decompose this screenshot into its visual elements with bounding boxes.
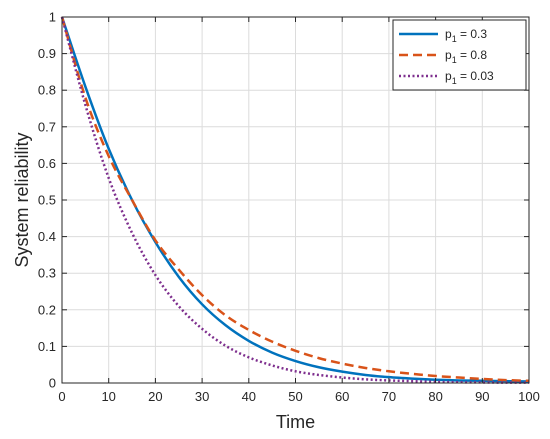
- legend-label-base: p: [445, 27, 452, 41]
- x-tick-label: 100: [518, 389, 540, 404]
- x-tick-label: 40: [242, 389, 256, 404]
- x-tick-label: 0: [58, 389, 65, 404]
- x-tick-label: 30: [195, 389, 209, 404]
- legend-label-2: p1 = 0.8: [445, 48, 487, 65]
- legend-label-subscript: 1: [452, 76, 457, 86]
- legend-label-subscript: 1: [452, 34, 457, 44]
- y-tick-label: 0.2: [38, 302, 56, 317]
- x-tick-labels: 0 10 20 30 40 50 60 70 80 90 100: [58, 389, 539, 404]
- y-tick-label: 0.5: [38, 193, 56, 208]
- legend-label-rest: = 0.3: [457, 27, 488, 41]
- legend-label-1: p1 = 0.3: [445, 27, 487, 44]
- legend-label-rest: = 0.03: [457, 69, 494, 83]
- x-tick-label: 90: [475, 389, 489, 404]
- x-tick-label: 80: [428, 389, 442, 404]
- y-tick-label: 0.9: [38, 46, 56, 61]
- legend: p1 = 0.3p1 = 0.8p1 = 0.03: [392, 19, 527, 91]
- y-tick-label: 0.3: [38, 266, 56, 281]
- x-axis-label: Time: [276, 412, 315, 432]
- x-tick-label: 60: [335, 389, 349, 404]
- x-tick-label: 70: [382, 389, 396, 404]
- legend-label-base: p: [445, 48, 452, 62]
- x-tick-label: 10: [101, 389, 115, 404]
- series-line-2: [60, 16, 530, 383]
- legend-label-subscript: 1: [452, 55, 457, 65]
- y-tick-label: 1: [49, 10, 56, 25]
- y-axis-label: System reliability: [12, 132, 32, 267]
- legend-label-3: p1 = 0.03: [445, 69, 494, 86]
- series-group: [60, 16, 530, 384]
- x-tick-label: 50: [288, 389, 302, 404]
- y-tick-label: 0.7: [38, 119, 56, 134]
- y-tick-label: 0: [49, 376, 56, 391]
- y-tick-labels: 0 0.1 0.2 0.3 0.4 0.5 0.6 0.7 0.8 0.9 1: [38, 10, 56, 391]
- y-tick-label: 0.6: [38, 156, 56, 171]
- y-tick-label: 0.4: [38, 229, 56, 244]
- y-tick-label: 0.8: [38, 83, 56, 98]
- y-tick-label: 0.1: [38, 339, 56, 354]
- legend-label-rest: = 0.8: [457, 48, 488, 62]
- legend-label-base: p: [445, 69, 452, 83]
- x-tick-label: 20: [148, 389, 162, 404]
